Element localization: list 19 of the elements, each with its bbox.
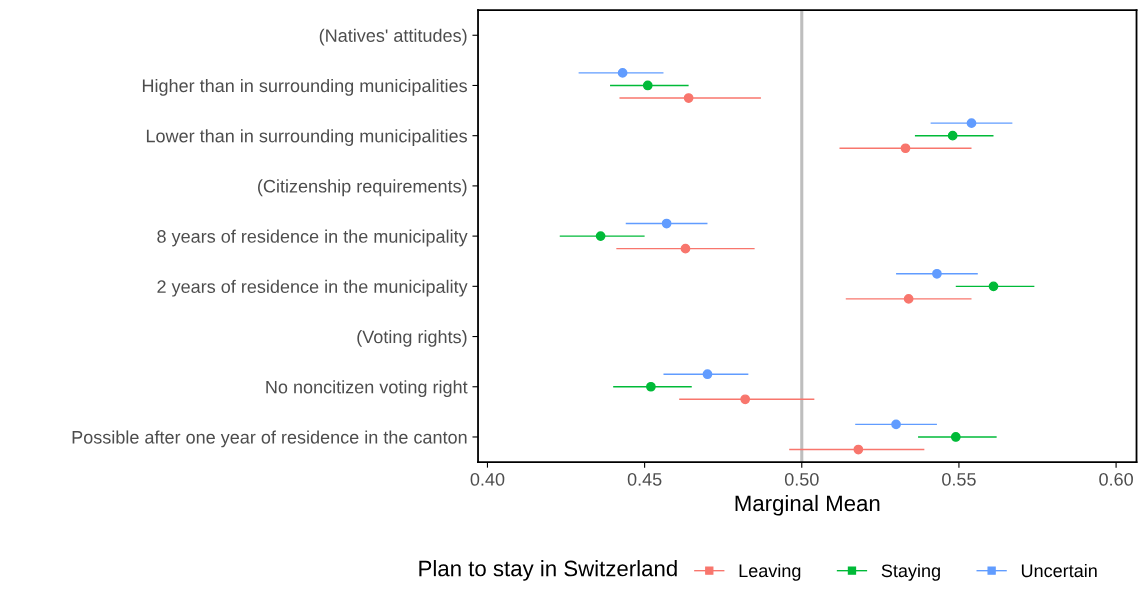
- y-tick-label: (Citizenship requirements): [258, 179, 467, 197]
- y-tick-label: 2 years of residence in the municipality: [157, 279, 468, 297]
- y-tick-label: 8 years of residence in the municipality: [157, 229, 468, 247]
- y-tick-label: Possible after one year of residence in the canton: [72, 430, 467, 448]
- x-tick-label: 0.45: [627, 472, 662, 486]
- legend-label: Leaving: [739, 563, 801, 581]
- y-tick-label: Lower than in surrounding municipalities: [146, 129, 467, 146]
- y-tick-label: (Voting rights): [357, 330, 467, 347]
- x-tick-label: 0.60: [1099, 472, 1133, 486]
- legend-title: Plan to stay in Switzerland: [419, 560, 677, 581]
- x-tick-label: 0.50: [784, 472, 819, 486]
- y-tick-label: No noncitizen voting right: [266, 380, 468, 398]
- legend-label: Uncertain: [1021, 563, 1097, 578]
- y-tick-label: Higher than in surrounding municipalities: [142, 78, 467, 96]
- x-tick-label: 0.55: [942, 472, 976, 486]
- legend-label: Staying: [881, 563, 940, 581]
- y-tick-label: (Natives' attitudes): [319, 28, 467, 46]
- x-tick-label: 0.40: [470, 472, 505, 486]
- x-axis-title: Marginal Mean: [735, 494, 880, 516]
